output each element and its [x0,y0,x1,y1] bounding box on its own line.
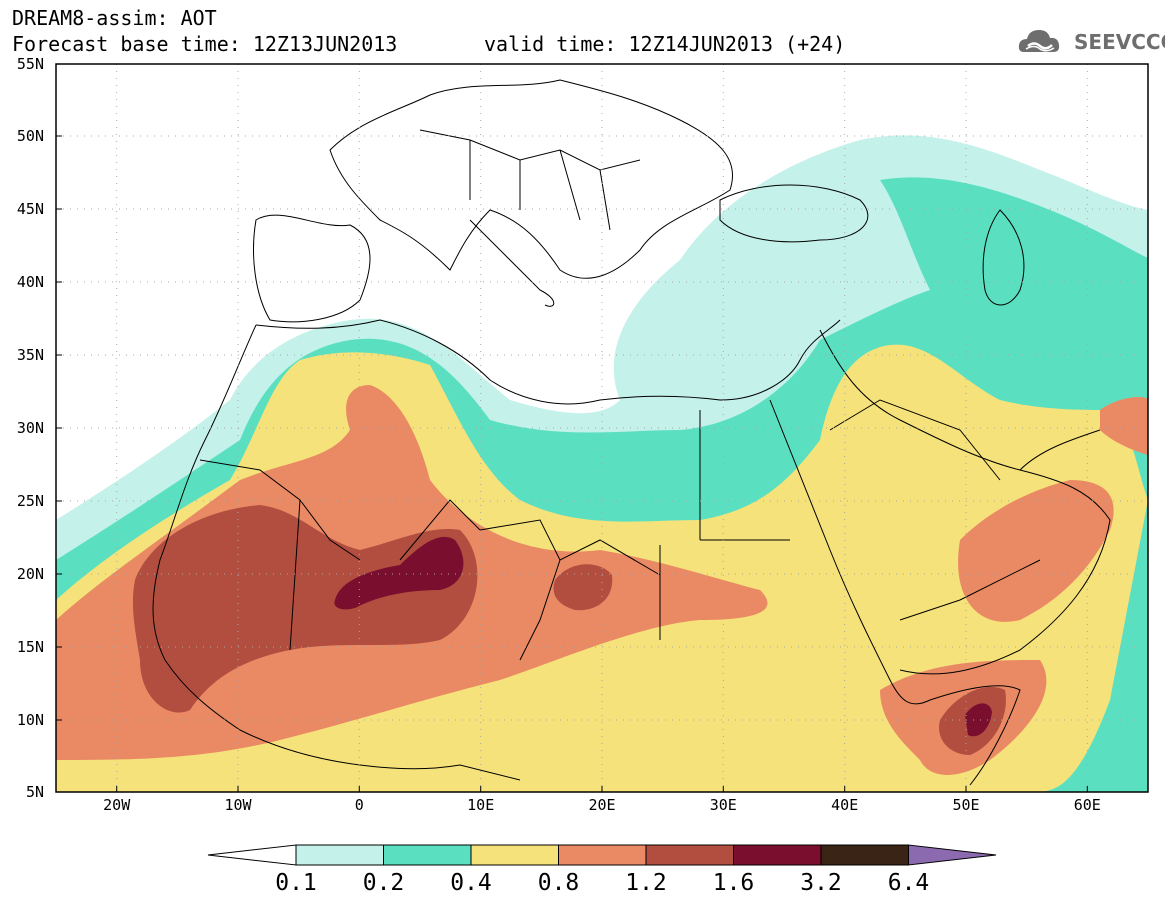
lon-label: 10W [224,796,252,814]
colorbar-segment-1 [295,844,384,866]
colorbar-segment-7 [820,844,909,866]
contour-1.6-horn [965,703,992,737]
lat-label: 5N [25,783,44,801]
valid-time: valid time: 12Z14JUN2013 (+24) [484,32,846,56]
coast-africa-west [152,324,521,781]
colorbar-segment-5 [645,844,734,866]
lat-label: 55N [16,55,44,73]
lat-label: 35N [16,346,44,364]
colorbar-over-arrow [908,844,997,866]
logo-text: SEEVCCC [1074,30,1165,54]
borders-arabia [829,399,1041,621]
cloud-logo-icon [1018,30,1060,52]
axis-ticks [56,63,1088,792]
contour-1.2 [132,505,478,713]
colorbar-segment-6 [733,844,822,866]
lat-label: 15N [16,638,44,656]
colorbar-under-arrow [207,844,297,866]
coast-horn [929,685,1021,786]
contour-1.6 [334,536,464,610]
colorbar-segment-4 [558,844,647,866]
graticule [56,64,1148,792]
lat-label: 25N [16,492,44,510]
map-title: DREAM8-assim: AOT [12,6,217,30]
lat-label: 10N [16,711,44,729]
lat-label: 20N [16,565,44,583]
colorbar-label: 0.2 [362,870,405,896]
borders-europe [419,129,641,231]
contour-1.2-chad [553,564,613,611]
lon-label: 60E [1073,796,1101,814]
coast-europe [329,79,734,279]
lat-label: 40N [16,273,44,291]
contour-0.8-arabia [958,480,1114,622]
lon-label: 50E [952,796,980,814]
colorbar-label: 0.8 [537,870,580,896]
colorbar-label: 0.1 [275,870,317,896]
colorbar-label: 1.6 [712,870,755,896]
forecast-base-time: Forecast base time: 12Z13JUN2013 [12,32,398,56]
lat-label: 50N [16,127,44,145]
lat-label: 45N [16,200,44,218]
lat-label: 30N [16,419,44,437]
coast-caspian [982,209,1025,306]
coast-persian-gulf [1019,429,1101,471]
colorbar-segment-3 [470,844,559,866]
coast-arabia [819,329,1111,675]
colorbar-label: 1.2 [625,870,667,896]
lon-label: 40E [831,796,859,814]
colorbar-segment-2 [383,844,472,866]
lon-label: 20W [103,796,131,814]
colorbar-label: 6.4 [887,870,930,896]
contour-0.8-iran [1100,397,1148,455]
coast-black-sea [719,184,869,243]
colorbar-label: 0.4 [450,870,492,896]
coast-africa-north [255,319,841,405]
borders-sahara [199,410,790,661]
lon-label: 30E [709,796,737,814]
colorbar [207,844,997,866]
coast-iberia-north-africa [253,214,371,323]
lon-label: 20E [588,796,616,814]
coastlines [152,79,1111,786]
coast-red-sea [769,399,931,705]
colorbar-label: 3.2 [800,870,842,896]
lon-label: 10E [467,796,495,814]
lon-label: 0 [354,796,364,814]
coast-italy [469,219,555,307]
